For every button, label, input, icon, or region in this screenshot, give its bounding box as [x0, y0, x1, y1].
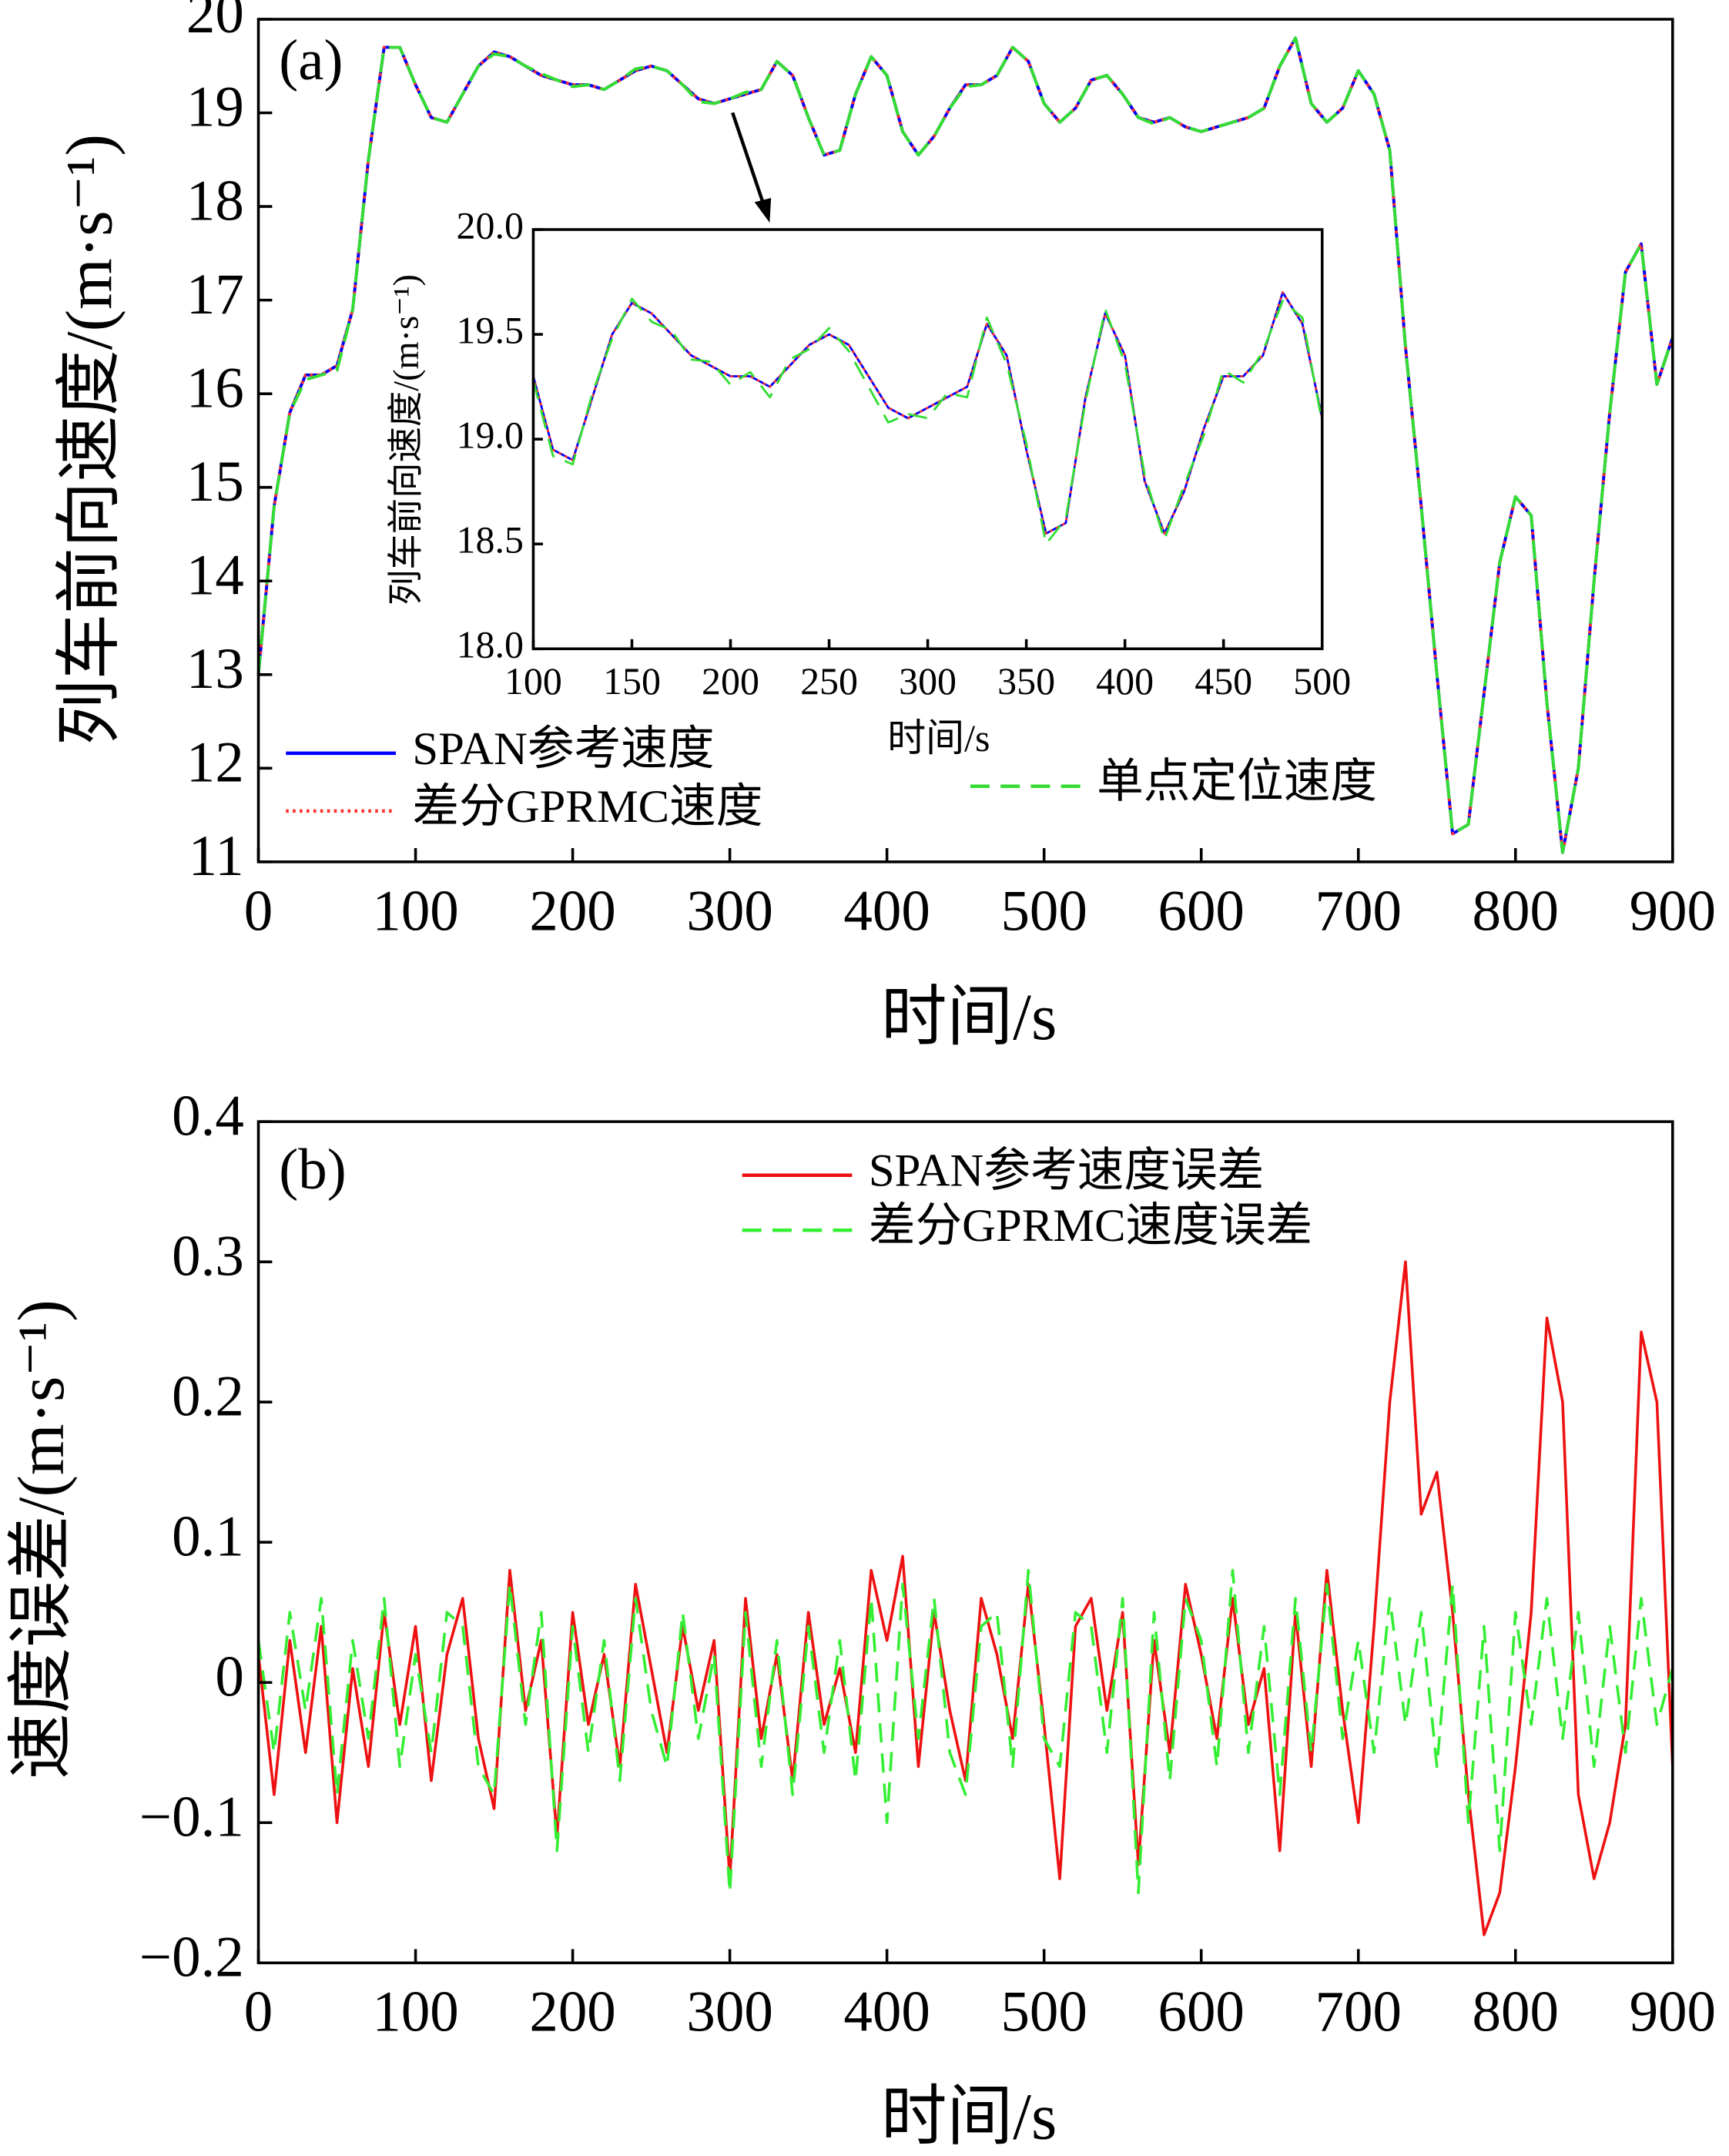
y-tick-label: 17 [186, 263, 244, 327]
x-tick-label: 150 [603, 659, 661, 702]
inset-arrow [731, 112, 772, 223]
x-axis-label: 时间/s [881, 2081, 1057, 2154]
x-tick-label: 350 [997, 659, 1055, 702]
y-tick-label: 18 [186, 169, 244, 233]
x-axis-label: 时间/s [887, 716, 990, 759]
plot-area [258, 1122, 1673, 1963]
y-tick-label: −0.1 [139, 1785, 244, 1849]
x-tick-label: 400 [843, 879, 930, 943]
panel-label: (b) [279, 1138, 346, 1202]
x-tick-label: 450 [1195, 659, 1252, 702]
x-tick-label: 0 [244, 879, 273, 943]
legend-label: 差分GPRMC速度误差 [869, 1200, 1312, 1252]
y-tick-label: 19.5 [457, 309, 524, 352]
x-tick-label: 200 [702, 659, 759, 702]
x-axis-label: 时间/s [881, 981, 1057, 1054]
x-tick-label: 500 [1000, 879, 1087, 943]
series-line [532, 297, 1324, 545]
legend-label: 差分GPRMC速度 [412, 781, 762, 833]
x-tick-label: 900 [1630, 879, 1716, 943]
x-tick-label: 300 [686, 1980, 772, 2044]
x-tick-label: 500 [1293, 659, 1351, 702]
subplot: 100 150 200 250 300 350 400 450 500 18.0 18.5 19.0 1… [387, 203, 1351, 759]
panel-label: (a) [279, 29, 343, 92]
y-tick-label: 0.3 [172, 1224, 244, 1288]
x-tick-label: 200 [529, 1980, 615, 2044]
y-tick-label: 20.0 [457, 203, 524, 246]
x-tick-label: 200 [529, 879, 615, 943]
x-tick-label: 250 [800, 659, 858, 702]
subplot: 0 100 200 300 400 500 600 700 800 900 −0.2 −0.1 0 0.1… [5, 1084, 1716, 2153]
y-axis-label: 列车前向速度/(m·s⁻¹) [53, 134, 126, 746]
x-tick-label: 700 [1315, 1980, 1402, 2044]
y-tick-label: 19 [186, 75, 244, 139]
x-tick-label: 700 [1315, 879, 1402, 943]
plots: 0 100 200 300 400 500 600 700 800 900111213141516… [5, 0, 1716, 2154]
y-tick-label: 12 [186, 731, 244, 795]
y-tick-label: 20 [186, 0, 244, 45]
x-tick-label: 800 [1473, 879, 1559, 943]
x-tick-label: 300 [686, 879, 772, 943]
x-tick-label: 600 [1158, 879, 1245, 943]
x-tick-label: 400 [1096, 659, 1154, 702]
series-line [256, 36, 1674, 854]
x-tick-label: 400 [843, 1980, 930, 2044]
y-tick-label: 16 [186, 356, 244, 420]
legend-label: 单点定位速度 [1097, 756, 1377, 808]
x-tick-label: 900 [1630, 1980, 1716, 2044]
legend-label: SPAN参考速度 [412, 723, 714, 775]
y-tick-label: 0.2 [172, 1364, 244, 1428]
legend-label: SPAN参考速度误差 [869, 1145, 1264, 1197]
plot-frame [256, 18, 1674, 863]
y-tick-label: 0.1 [172, 1504, 244, 1568]
x-tick-label: 500 [1000, 1980, 1087, 2044]
x-tick-label: 0 [244, 1980, 273, 2044]
y-tick-label: −0.2 [139, 1925, 244, 1989]
y-axis-label: 速度误差/(m·s⁻¹) [5, 1299, 78, 1779]
series-line [256, 1568, 1674, 1895]
y-tick-label: 15 [186, 450, 244, 514]
x-tick-label: 100 [372, 879, 458, 943]
y-tick-label: 19.0 [457, 414, 524, 457]
x-tick-label: 300 [899, 659, 957, 702]
y-tick-label: 13 [186, 637, 244, 701]
x-tick-label: 100 [504, 659, 562, 702]
y-tick-label: 0 [215, 1645, 243, 1708]
y-tick-label: 14 [186, 543, 244, 607]
plot-area [533, 230, 1322, 649]
x-tick-label: 800 [1473, 1980, 1559, 2044]
x-tick-label: 600 [1158, 1980, 1245, 2044]
y-axis-label: 列车前向速度/(m·s⁻¹) [387, 274, 426, 605]
y-tick-label: 0.4 [172, 1084, 244, 1148]
y-tick-label: 18.0 [457, 623, 524, 666]
y-tick-label: 11 [189, 824, 244, 888]
x-tick-label: 100 [372, 1980, 458, 2044]
y-tick-label: 18.5 [457, 518, 524, 562]
